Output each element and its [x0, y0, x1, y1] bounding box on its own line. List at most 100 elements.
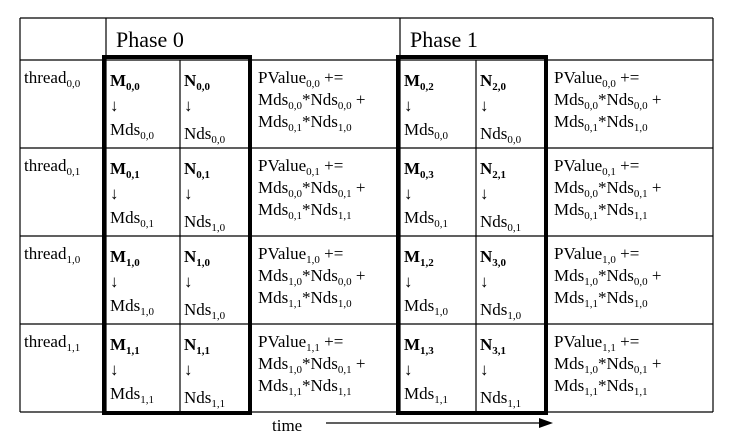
shared-dest-nds-subscript: 1,1	[507, 398, 521, 410]
pvalue-subscript: 0,0	[634, 100, 648, 112]
load-arrow-m: ↓	[110, 360, 119, 379]
shared-dest-mds-subscript: 0,0	[434, 130, 448, 142]
pvalue-subscript: 1,1	[602, 342, 616, 354]
pvalue-subscript: 0,0	[288, 100, 302, 112]
load-source-m: M0,0​	[110, 71, 140, 93]
pvalue-subscript: 0,1	[306, 166, 320, 178]
load-source-m-subscript: 1,3	[420, 345, 434, 357]
shared-dest-mds-base: Mds	[404, 208, 434, 227]
pvalue-line: PValue0,0​ +=	[258, 68, 343, 90]
load-source-n-base: N	[480, 71, 493, 90]
shared-dest-nds: Nds1,0​	[480, 300, 522, 322]
pvalue-subscript: 1,0	[634, 298, 648, 310]
pvalue-text: *Nds	[302, 354, 338, 373]
pvalue-line: Mds1,0​*Nds0,1​ +	[258, 354, 365, 376]
pvalue-text: Mds	[554, 376, 584, 395]
pvalue-subscript: 0,0	[634, 276, 648, 288]
load-arrow-n: ↓	[184, 272, 193, 291]
shared-dest-mds: Mds1,0​	[110, 296, 154, 318]
pvalue-subscript: 1,1	[634, 210, 648, 222]
pvalue-text: *Nds	[598, 376, 634, 395]
load-source-m-base: M	[110, 159, 126, 178]
pvalue-text: *Nds	[598, 354, 634, 373]
shared-dest-nds: Nds0,0​	[480, 124, 522, 146]
thread-label-base: thread	[24, 332, 67, 351]
load-source-n-subscript: 1,0	[196, 257, 210, 269]
shared-dest-mds: Mds0,0​	[110, 120, 154, 142]
pvalue-subscript: 1,0	[306, 254, 320, 266]
shared-dest-mds-base: Mds	[110, 384, 140, 403]
load-source-n-base: N	[184, 71, 197, 90]
pvalue-text: Mds	[258, 112, 288, 131]
pvalue-line: PValue0,0​ +=	[554, 68, 639, 90]
pvalue-text: PValue	[258, 156, 306, 175]
pvalue-text: PValue	[258, 244, 306, 263]
shared-dest-nds-subscript: 0,0	[211, 134, 225, 146]
thread-label: thread0,0​	[24, 68, 81, 90]
load-source-m-base: M	[404, 247, 420, 266]
load-source-n-base: N	[480, 335, 493, 354]
pvalue-subscript: 1,1	[288, 298, 302, 310]
pvalue-text: PValue	[258, 332, 306, 351]
pvalue-text: +=	[320, 156, 343, 175]
pvalue-subscript: 0,1	[634, 364, 648, 376]
load-arrow-n: ↓	[480, 96, 489, 115]
pvalue-text: *Nds	[598, 112, 634, 131]
pvalue-text: PValue	[554, 244, 602, 263]
phase-header-0: Phase 0	[116, 27, 184, 52]
load-source-n: N0,1​	[184, 159, 210, 181]
load-source-m-subscript: 0,2	[420, 81, 434, 93]
load-source-n-subscript: 0,0	[196, 81, 210, 93]
pvalue-subscript: 0,0	[306, 78, 320, 90]
pvalue-subscript: 0,0	[338, 100, 352, 112]
pvalue-subscript: 1,1	[634, 386, 648, 398]
shared-dest-mds-subscript: 1,1	[140, 394, 154, 406]
pvalue-subscript: 1,0	[288, 364, 302, 376]
load-source-m-base: M	[110, 247, 126, 266]
pvalue-line: Mds0,1​*Nds1,1​	[554, 200, 648, 222]
shared-dest-nds-base: Nds	[480, 124, 507, 143]
shared-dest-nds: Nds0,1​	[480, 212, 521, 234]
pvalue-text: *Nds	[598, 90, 634, 109]
pvalue-text: Mds	[554, 354, 584, 373]
pvalue-text: PValue	[554, 156, 602, 175]
load-source-n-base: N	[184, 335, 197, 354]
pvalue-text: *Nds	[302, 200, 338, 219]
load-arrow-n: ↓	[184, 96, 193, 115]
phase-boxes	[102, 55, 548, 415]
pvalue-line: PValue0,1​ +=	[258, 156, 343, 178]
pvalue-line: Mds0,0​*Nds0,0​ +	[258, 90, 365, 112]
load-source-n-base: N	[480, 247, 493, 266]
pvalue-text: +	[352, 178, 366, 197]
pvalue-text: +	[352, 354, 366, 373]
pvalue-subscript: 0,1	[602, 166, 616, 178]
load-source-n-subscript: 1,1	[196, 345, 210, 357]
pvalue-line: Mds0,0​*Nds0,0​ +	[554, 90, 661, 112]
pvalue-line: Mds0,1​*Nds1,0​	[258, 112, 352, 134]
pvalue-text: +	[352, 266, 366, 285]
phase-header-1: Phase 1	[410, 27, 478, 52]
pvalue-line: Mds1,0​*Nds0,1​ +	[554, 354, 661, 376]
shared-dest-nds-subscript: 1,0	[507, 310, 521, 322]
pvalue-text: Mds	[554, 90, 584, 109]
pvalue-subscript: 1,1	[338, 210, 352, 222]
shared-dest-mds-base: Mds	[404, 120, 434, 139]
pvalue-subscript: 0,1	[338, 188, 352, 200]
pvalue-line: PValue1,1​ +=	[554, 332, 639, 354]
shared-dest-nds-base: Nds	[184, 124, 211, 143]
load-source-m-base: M	[110, 335, 126, 354]
shared-dest-nds-base: Nds	[480, 388, 507, 407]
pvalue-line: Mds0,0​*Nds0,1​ +	[258, 178, 365, 200]
pvalue-text: *Nds	[598, 178, 634, 197]
shared-dest-mds: Mds1,0​	[404, 296, 448, 318]
pvalue-text: Mds	[258, 200, 288, 219]
shared-dest-nds: Nds0,0​	[184, 124, 226, 146]
thread-label-subscript: 1,1	[66, 342, 80, 354]
load-arrow-m: ↓	[110, 96, 119, 115]
thread-label-base: thread	[24, 156, 67, 175]
pvalue-text: Mds	[258, 90, 288, 109]
load-arrow-n: ↓	[184, 184, 193, 203]
shared-dest-mds: Mds0,1​	[110, 208, 154, 230]
shared-dest-nds-base: Nds	[184, 300, 211, 319]
